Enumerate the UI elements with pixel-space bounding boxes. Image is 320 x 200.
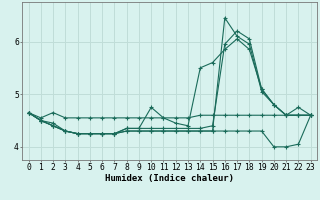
X-axis label: Humidex (Indice chaleur): Humidex (Indice chaleur) xyxy=(105,174,234,183)
